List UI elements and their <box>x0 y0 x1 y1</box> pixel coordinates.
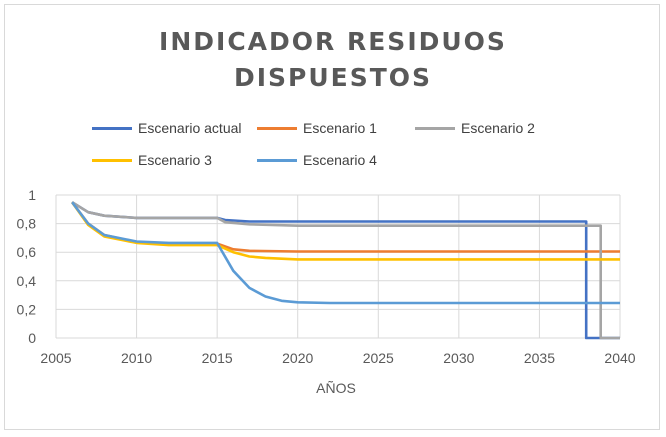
legend-swatch <box>415 126 455 130</box>
y-tick-label: 0,2 <box>17 301 37 317</box>
legend-item-escenario-2: Escenario 2 <box>415 118 535 138</box>
x-tick-label: 2030 <box>443 350 474 366</box>
legend-swatch <box>92 158 132 162</box>
y-tick-label: 0,4 <box>17 273 37 289</box>
y-tick-label: 0,8 <box>17 216 37 232</box>
gridlines <box>55 194 621 339</box>
x-axis-ticks: 2005 2010 2015 2020 2025 2030 2035 2040 <box>40 350 635 366</box>
legend-swatch <box>257 158 297 162</box>
x-axis-label: AÑOS <box>316 380 356 396</box>
legend-swatch <box>92 126 132 130</box>
y-tick-label: 1 <box>28 187 36 203</box>
legend-item-escenario-actual: Escenario actual <box>92 118 242 138</box>
y-axis-ticks: 0 0,2 0,4 0,6 0,8 1 <box>17 187 37 346</box>
chart-title-line-2: DISPUESTOS <box>233 63 433 92</box>
series-line-4 <box>71 201 620 305</box>
legend-label: Escenario 2 <box>461 120 535 136</box>
x-tick-label: 2005 <box>40 350 71 366</box>
legend-item-escenario-1: Escenario 1 <box>257 118 377 138</box>
x-tick-label: 2035 <box>524 350 555 366</box>
series-line-0 <box>71 201 620 340</box>
x-tick-label: 2020 <box>282 350 313 366</box>
legend-label: Escenario 1 <box>303 120 377 136</box>
x-tick-label: 2015 <box>202 350 233 366</box>
series-line-2 <box>71 201 620 340</box>
y-tick-label: 0 <box>28 330 36 346</box>
x-tick-label: 2010 <box>121 350 152 366</box>
y-tick-label: 0,6 <box>17 244 37 260</box>
legend-swatch <box>257 126 297 130</box>
x-tick-label: 2025 <box>363 350 394 366</box>
x-tick-label: 2040 <box>604 350 635 366</box>
series-lines <box>71 201 620 340</box>
legend-item-escenario-4: Escenario 4 <box>257 150 377 170</box>
legend-label: Escenario 4 <box>303 152 377 168</box>
legend-label: Escenario 3 <box>138 152 212 168</box>
legend-item-escenario-3: Escenario 3 <box>92 150 212 170</box>
legend-label: Escenario actual <box>138 120 242 136</box>
chart-title-line-1: INDICADOR RESIDUOS <box>159 27 507 56</box>
